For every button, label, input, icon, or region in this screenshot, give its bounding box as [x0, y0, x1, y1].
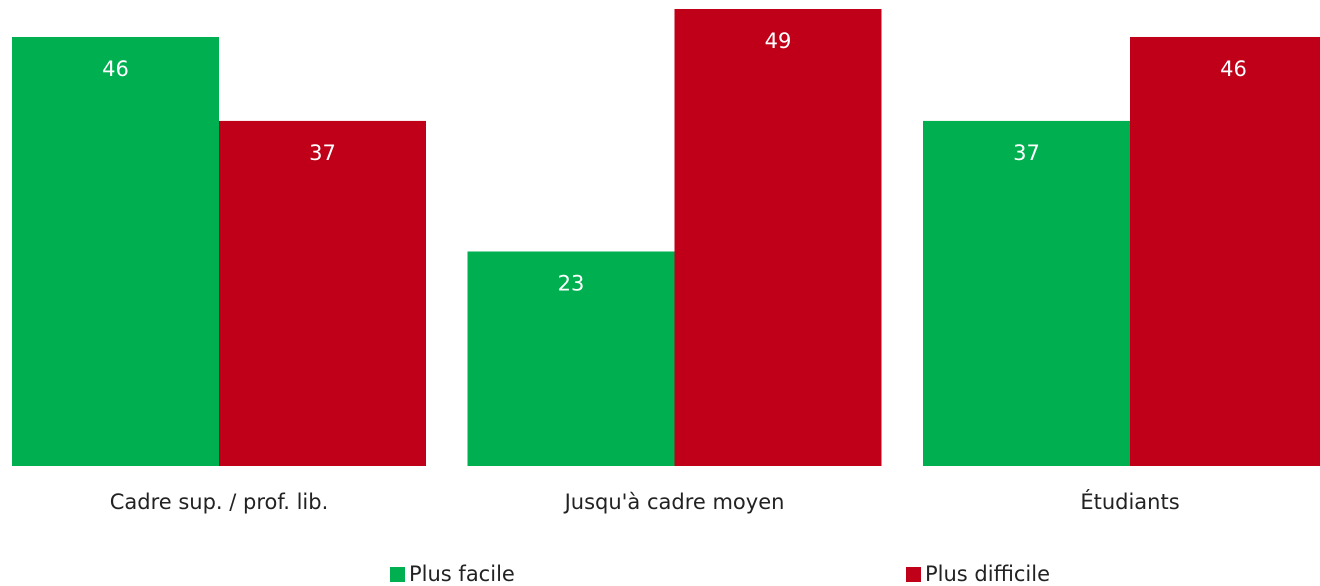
bar — [923, 120, 1130, 466]
value-label: 46 — [102, 57, 129, 81]
x-tick-label: Jusqu'à cadre moyen — [563, 490, 785, 514]
value-label: 37 — [1013, 141, 1040, 165]
bar — [219, 120, 426, 466]
value-label: 49 — [765, 29, 792, 53]
legend-label: Plus difficile — [925, 562, 1050, 586]
value-label: 23 — [558, 271, 585, 295]
value-label: 46 — [1220, 57, 1247, 81]
bar — [12, 36, 219, 467]
x-tick-label: Étudiants — [1080, 489, 1179, 514]
bar — [467, 251, 675, 466]
legend-swatch — [390, 567, 405, 582]
bar — [674, 9, 882, 466]
value-label: 37 — [309, 141, 336, 165]
legend-swatch — [906, 567, 921, 582]
legend-label: Plus facile — [409, 562, 515, 586]
x-tick-label: Cadre sup. / prof. lib. — [110, 490, 329, 514]
bar — [1130, 36, 1320, 467]
